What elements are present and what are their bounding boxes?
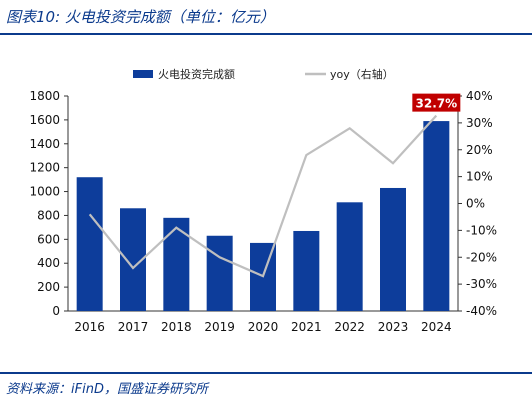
left-tick-label: 0 (52, 304, 60, 318)
left-tick-label: 200 (37, 280, 60, 294)
left-tick-label: 400 (37, 256, 60, 270)
right-tick-label: 10% (466, 170, 493, 184)
chart-svg: 0 200 400 600 800 1000 1200 1400 1600 1800 -40% -30… (29, 67, 497, 334)
right-tick-label: 30% (466, 116, 493, 130)
x-tick-label: 2022 (334, 320, 365, 334)
x-tick-label: 2018 (161, 320, 192, 334)
bar (293, 230, 320, 311)
left-tick-label: 800 (37, 208, 60, 222)
right-tick-label: -30% (466, 277, 497, 291)
bar (76, 177, 103, 311)
source-note: 资料来源：iFinD，国盛证券研究所 (6, 382, 208, 397)
right-tick-label: 0% (466, 197, 485, 211)
bar (206, 235, 233, 311)
x-tick-label: 2023 (378, 320, 409, 334)
legend-bar-swatch (133, 70, 153, 78)
x-tick-label: 2021 (291, 320, 322, 334)
right-tick-label: -20% (466, 250, 497, 264)
left-tick-label: 1400 (29, 137, 60, 151)
right-tick-label: 20% (466, 143, 493, 157)
left-tick-label: 1000 (29, 185, 60, 199)
left-tick-label: 600 (37, 232, 60, 246)
x-tick-label: 2016 (74, 320, 105, 334)
footer-rule (0, 372, 532, 374)
chart-title: 图表10: 火电投资完成额（单位：亿元） (6, 8, 275, 26)
right-tick-label: 40% (466, 89, 493, 103)
data-label: 32.7% (416, 97, 458, 111)
bar (380, 187, 406, 311)
left-tick-label: 1800 (29, 89, 60, 103)
right-tick-label: -40% (466, 304, 497, 318)
data-label-box (412, 93, 461, 112)
left-tick-label: 1600 (29, 113, 60, 127)
legend-bar-label: 火电投资完成额 (158, 67, 235, 81)
left-tick-label: 1200 (29, 161, 60, 175)
yoy-line (88, 114, 438, 278)
legend-line-label: yoy（右轴） (330, 67, 394, 81)
x-tick-label: 2017 (118, 320, 149, 334)
right-tick-label: -10% (466, 223, 497, 237)
x-tick-label: 2019 (204, 320, 235, 334)
header-rule (0, 33, 532, 35)
bar (423, 121, 450, 311)
x-tick-label: 2024 (421, 320, 452, 334)
bar (336, 202, 363, 311)
x-tick-label: 2020 (248, 320, 279, 334)
bar (163, 217, 190, 311)
